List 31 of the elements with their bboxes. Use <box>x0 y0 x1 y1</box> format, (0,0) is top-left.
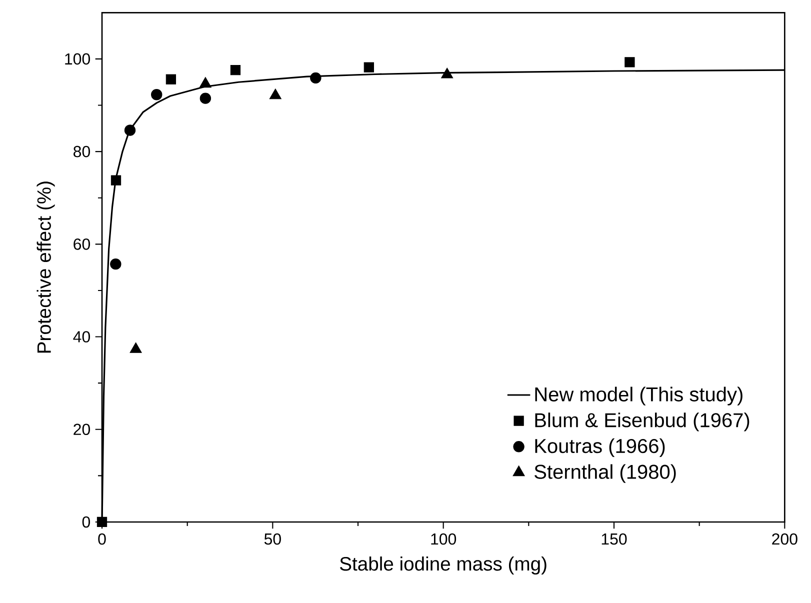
point <box>364 62 374 72</box>
y-axis-title: Protective effect (%) <box>36 182 55 353</box>
legend-label: Sternthal (1980) <box>534 464 676 483</box>
y-tick-label: 80 <box>74 146 90 158</box>
x-tick-label: 200 <box>772 533 798 545</box>
y-tick-label: 20 <box>74 424 90 436</box>
point <box>441 68 454 78</box>
x-tick-label: 100 <box>431 533 456 545</box>
x-tick-label: 150 <box>602 533 627 545</box>
y-tick-label: 60 <box>74 238 90 250</box>
point <box>624 57 635 68</box>
point <box>166 74 176 84</box>
legend-label: Blum & Eisenbud (1967) <box>535 412 750 432</box>
y-tick-label: 40 <box>73 331 90 342</box>
y-tick-label: 0 <box>82 516 90 528</box>
point <box>199 77 212 88</box>
point <box>200 92 212 104</box>
x-tick-label: 50 <box>264 533 281 545</box>
point <box>230 65 241 76</box>
point <box>310 72 322 84</box>
point <box>96 516 108 528</box>
y-tick-label: 100 <box>65 53 90 65</box>
legend-label: Koutras (1966) <box>535 438 665 458</box>
point <box>124 124 136 136</box>
point <box>110 175 122 186</box>
point <box>110 258 122 270</box>
point <box>269 88 282 100</box>
point <box>151 89 162 100</box>
x-axis-title: Stable iodine mass (mg) <box>340 556 546 575</box>
legend-label: New model (This study) <box>535 386 742 406</box>
x-tick-label: 0 <box>98 533 106 545</box>
